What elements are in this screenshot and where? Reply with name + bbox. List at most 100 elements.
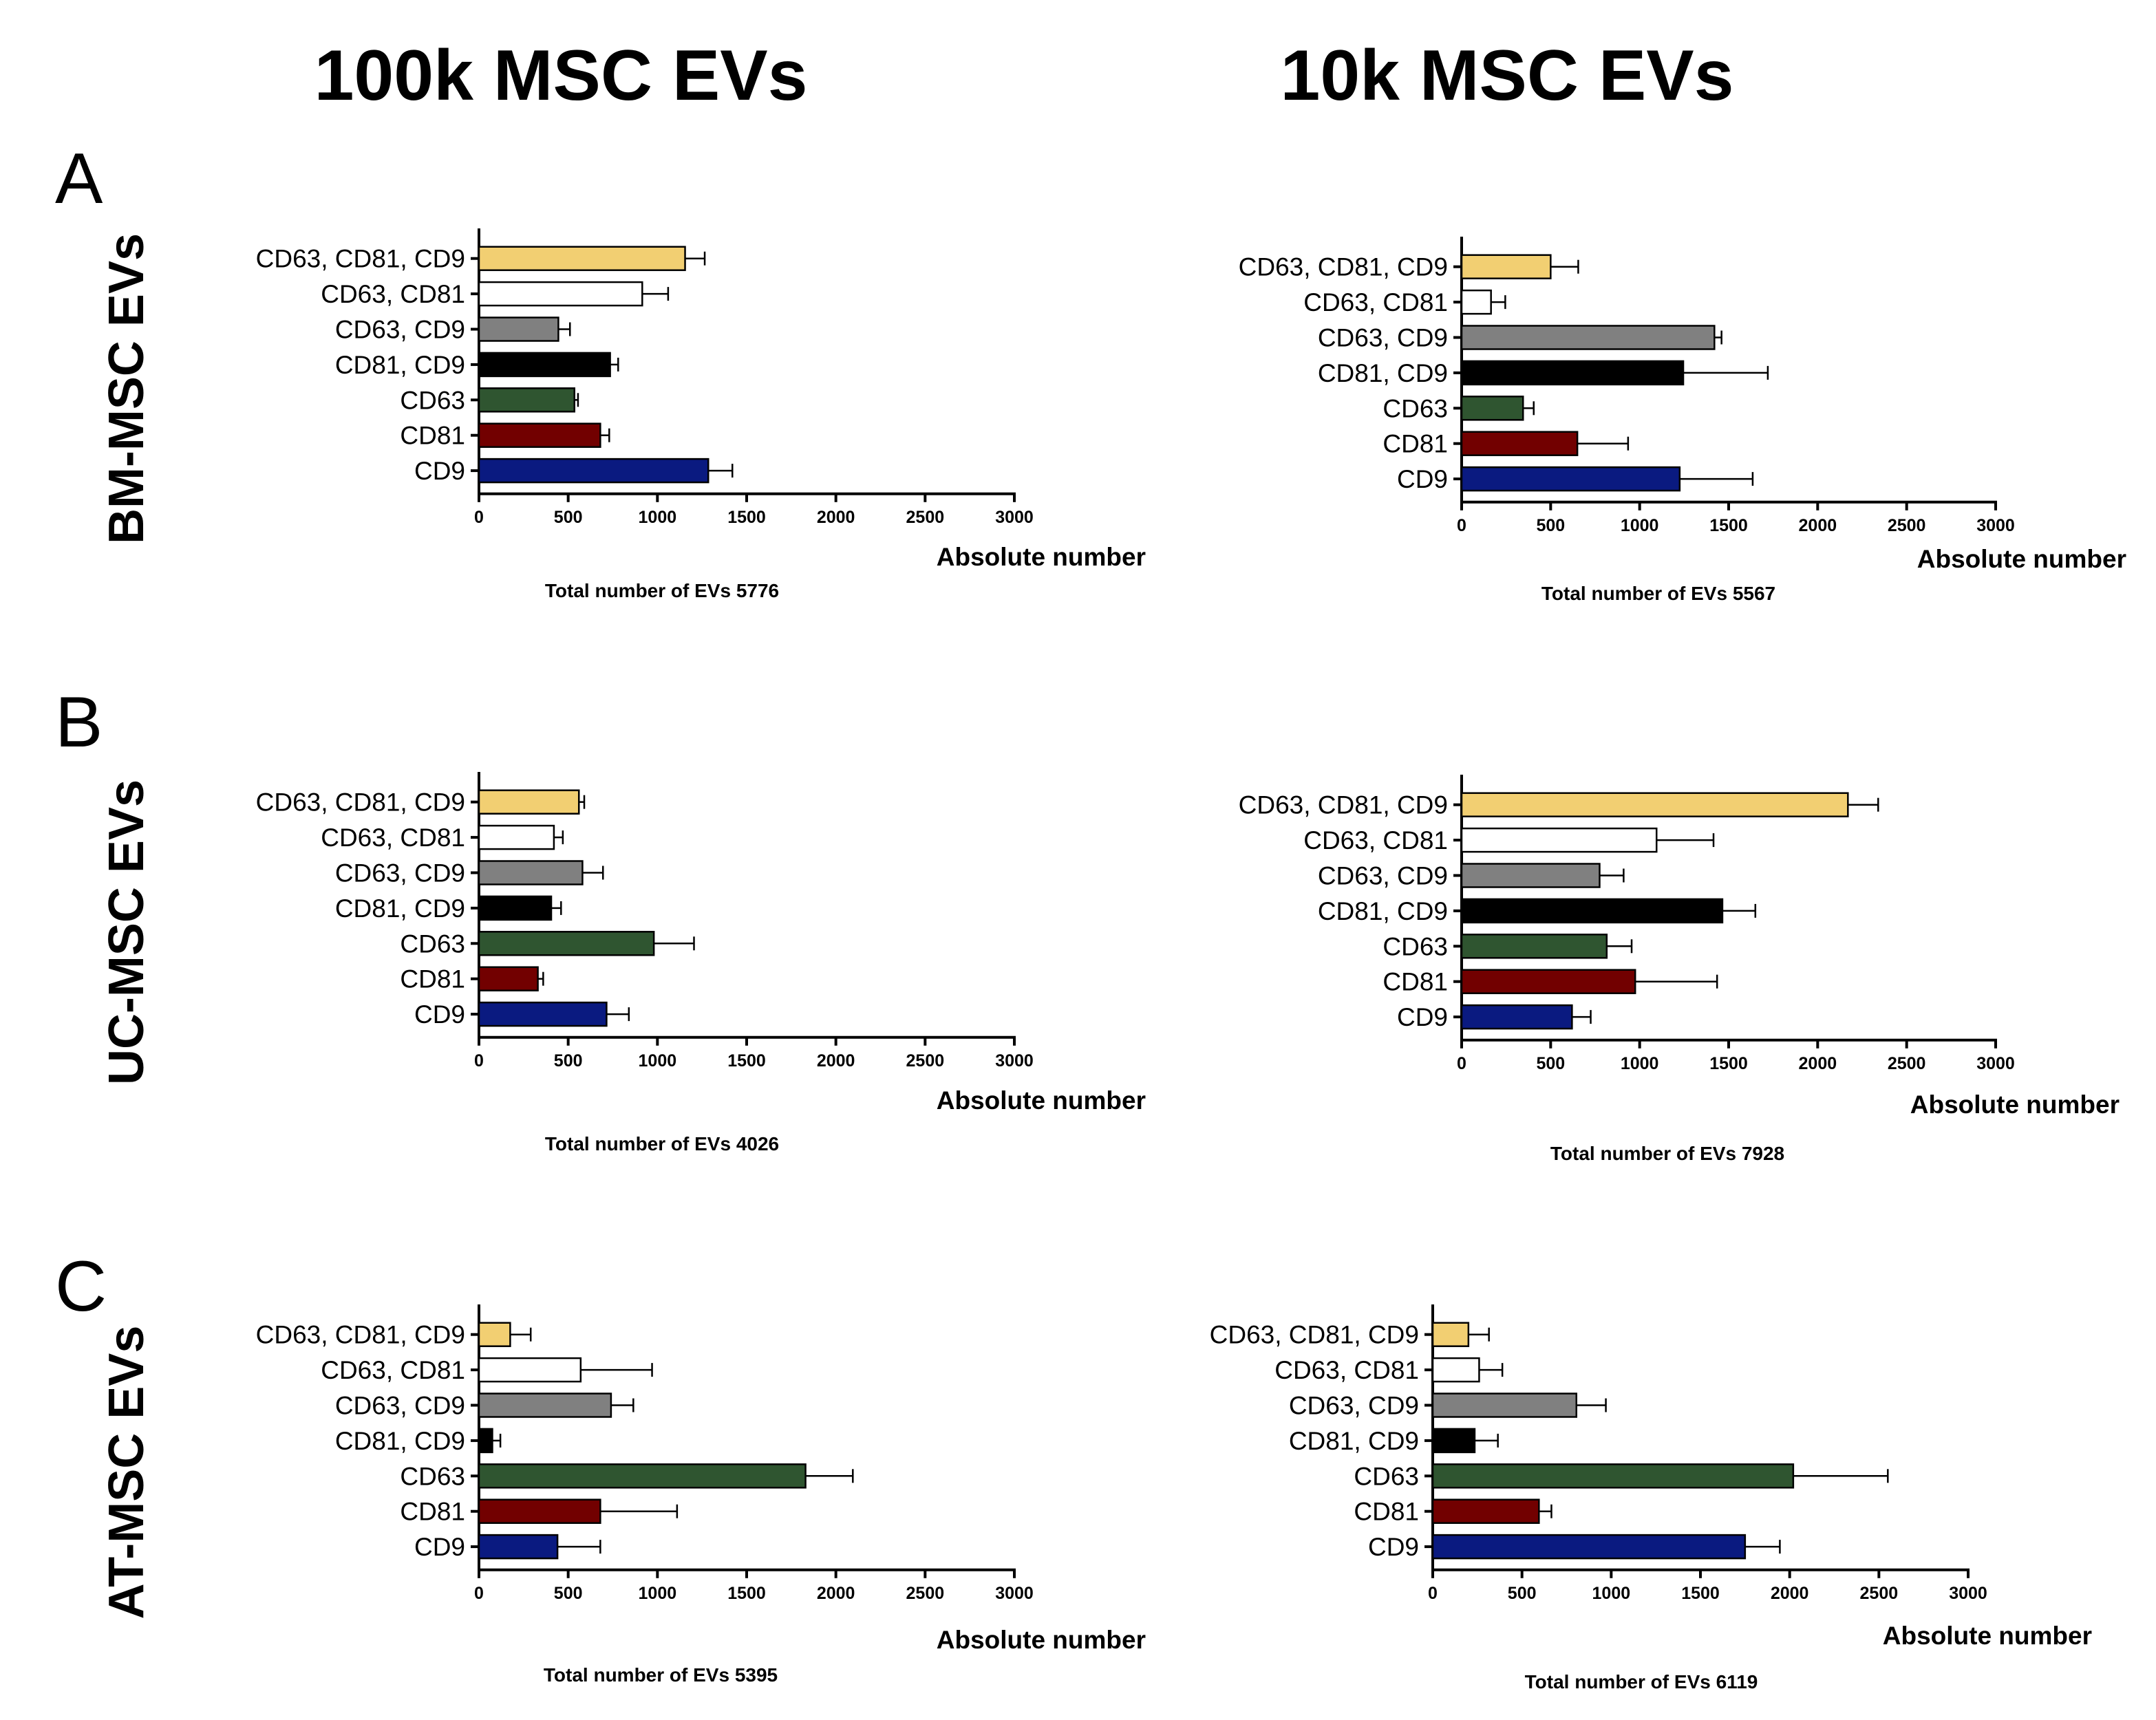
category-label-cd63-cd81-cd9: CD63, CD81, CD9 bbox=[256, 1321, 465, 1349]
x-tick-label: 2000 bbox=[817, 1584, 855, 1603]
category-label-cd63-cd81-cd9: CD63, CD81, CD9 bbox=[256, 788, 465, 817]
category-label-cd63-cd81: CD63, CD81 bbox=[1274, 1356, 1419, 1384]
bar-cd63-cd81-cd9 bbox=[1460, 254, 1552, 279]
category-label-cd63-cd9: CD63, CD9 bbox=[335, 859, 465, 888]
bar-cd81-cd9 bbox=[478, 895, 553, 921]
category-label-cd81-cd9: CD81, CD9 bbox=[335, 1427, 465, 1455]
x-tick-label: 1000 bbox=[639, 508, 677, 527]
bar-cd81-cd9 bbox=[1460, 360, 1685, 386]
bar-cd63 bbox=[1460, 396, 1524, 421]
bar-cd9 bbox=[478, 1534, 559, 1560]
x-tick-label: 1500 bbox=[1709, 516, 1748, 535]
column-title-10k: 10k MSC EVs bbox=[1281, 36, 1734, 116]
column-title-100k: 100k MSC EVs bbox=[314, 36, 808, 116]
x-tick-label: 2500 bbox=[1888, 516, 1926, 535]
bar-cd81 bbox=[1460, 969, 1636, 994]
x-axis-label: Absolute number bbox=[1883, 1622, 2092, 1650]
x-tick-label: 0 bbox=[474, 1051, 484, 1071]
x-tick-label: 1500 bbox=[1709, 1054, 1748, 1073]
x-tick-label: 1500 bbox=[1681, 1584, 1720, 1603]
x-axis-label: Absolute number bbox=[937, 1086, 1146, 1115]
chart-panel-uc-100k: 0 500 1000 1500 2000 2500 3000 CD63, CD81, CD9 C… bbox=[256, 772, 1146, 1154]
category-label-cd9: CD9 bbox=[1368, 1533, 1419, 1561]
bar-cd81 bbox=[478, 966, 539, 991]
total-evs-caption: Total number of EVs 7928 bbox=[1550, 1143, 1784, 1164]
chart-panel-at-100k: 0 500 1000 1500 2000 2500 3000 CD63, CD81, CD9 C… bbox=[256, 1304, 1146, 1686]
bar-cd63 bbox=[478, 1463, 807, 1489]
category-label-cd81-cd9: CD81, CD9 bbox=[335, 894, 465, 923]
x-tick-label: 2500 bbox=[1860, 1584, 1899, 1603]
bar-cd81 bbox=[1431, 1498, 1540, 1524]
category-label-cd63-cd9: CD63, CD9 bbox=[335, 316, 465, 344]
x-tick-label: 0 bbox=[1457, 1054, 1466, 1073]
category-label-cd63-cd9: CD63, CD9 bbox=[335, 1392, 465, 1420]
x-tick-label: 2500 bbox=[906, 508, 945, 527]
bar-cd63-cd81 bbox=[1460, 827, 1658, 853]
x-tick-label: 1000 bbox=[639, 1584, 677, 1603]
x-axis-label: Absolute number bbox=[937, 1626, 1146, 1654]
category-label-cd63-cd81: CD63, CD81 bbox=[1303, 288, 1448, 316]
bar-cd63 bbox=[478, 931, 655, 956]
x-tick-label: 1000 bbox=[1621, 1054, 1659, 1073]
category-label-cd9: CD9 bbox=[414, 457, 465, 485]
x-tick-label: 2500 bbox=[906, 1051, 945, 1071]
bar-cd9 bbox=[1460, 466, 1681, 492]
x-tick-label: 2000 bbox=[817, 508, 855, 527]
category-label-cd9: CD9 bbox=[1397, 1003, 1448, 1031]
total-evs-caption: Total number of EVs 4026 bbox=[545, 1133, 779, 1154]
category-label-cd63-cd81: CD63, CD81 bbox=[321, 1356, 465, 1384]
bar-cd63-cd9 bbox=[1460, 863, 1601, 888]
category-label-cd63: CD63 bbox=[400, 929, 465, 958]
category-label-cd81: CD81 bbox=[400, 1498, 465, 1526]
bar-cd63 bbox=[1460, 934, 1608, 959]
row-letter-b: B bbox=[55, 682, 103, 762]
x-tick-label: 2000 bbox=[1799, 516, 1837, 535]
category-label-cd81: CD81 bbox=[1354, 1498, 1419, 1526]
category-label-cd63-cd81-cd9: CD63, CD81, CD9 bbox=[256, 245, 465, 273]
category-label-cd63-cd9: CD63, CD9 bbox=[1289, 1392, 1419, 1420]
bar-cd63-cd81-cd9 bbox=[478, 1322, 511, 1347]
bar-cd81 bbox=[478, 1498, 601, 1524]
category-label-cd81: CD81 bbox=[1383, 430, 1448, 458]
category-label-cd63-cd81-cd9: CD63, CD81, CD9 bbox=[1239, 791, 1448, 819]
x-tick-label: 1500 bbox=[727, 1051, 766, 1071]
bar-cd63-cd9 bbox=[1460, 325, 1716, 350]
total-evs-caption: Total number of EVs 5567 bbox=[1541, 583, 1775, 604]
category-label-cd63-cd9: CD63, CD9 bbox=[1318, 862, 1448, 890]
x-tick-label: 500 bbox=[554, 1584, 583, 1603]
x-tick-label: 1500 bbox=[727, 1584, 766, 1603]
bar-cd63-cd81-cd9 bbox=[1460, 792, 1849, 817]
row-label-at-msc: AT-MSC EVs bbox=[99, 1326, 154, 1620]
x-tick-label: 500 bbox=[554, 508, 583, 527]
x-tick-label: 2500 bbox=[1888, 1054, 1926, 1073]
row-letter-c: C bbox=[55, 1247, 107, 1326]
x-tick-label: 0 bbox=[1428, 1584, 1438, 1603]
x-tick-label: 1500 bbox=[727, 508, 766, 527]
total-evs-caption: Total number of EVs 6119 bbox=[1525, 1671, 1758, 1692]
bar-cd63-cd81 bbox=[1431, 1357, 1480, 1383]
x-tick-label: 1000 bbox=[639, 1051, 677, 1071]
category-label-cd81-cd9: CD81, CD9 bbox=[335, 351, 465, 379]
x-tick-label: 2000 bbox=[817, 1051, 855, 1071]
x-tick-label: 500 bbox=[1508, 1584, 1537, 1603]
bar-cd81 bbox=[478, 422, 601, 448]
x-tick-label: 0 bbox=[474, 508, 484, 527]
category-label-cd63: CD63 bbox=[400, 1462, 465, 1490]
x-tick-label: 500 bbox=[554, 1051, 583, 1071]
x-axis-label: Absolute number bbox=[1910, 1090, 2120, 1119]
category-label-cd63: CD63 bbox=[1383, 394, 1448, 422]
bar-cd63-cd9 bbox=[478, 316, 559, 342]
x-tick-label: 3000 bbox=[1976, 1054, 2015, 1073]
category-label-cd63-cd81-cd9: CD63, CD81, CD9 bbox=[1210, 1321, 1419, 1349]
bar-cd9 bbox=[478, 458, 709, 484]
bar-cd81-cd9 bbox=[478, 352, 611, 378]
x-tick-label: 3000 bbox=[1949, 1584, 1987, 1603]
category-label-cd63: CD63 bbox=[400, 386, 465, 414]
x-tick-label: 2000 bbox=[1799, 1054, 1837, 1073]
bar-cd63-cd9 bbox=[478, 860, 584, 885]
x-tick-label: 0 bbox=[1457, 516, 1466, 535]
total-evs-caption: Total number of EVs 5395 bbox=[544, 1664, 778, 1686]
bar-cd81-cd9 bbox=[478, 1428, 493, 1454]
